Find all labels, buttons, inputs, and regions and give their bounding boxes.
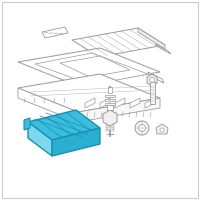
- Polygon shape: [100, 98, 110, 108]
- Polygon shape: [42, 27, 68, 38]
- Polygon shape: [28, 122, 52, 156]
- Circle shape: [109, 86, 111, 88]
- Polygon shape: [105, 95, 115, 97]
- Polygon shape: [18, 74, 160, 112]
- Polygon shape: [103, 110, 117, 126]
- Polygon shape: [72, 28, 165, 57]
- Polygon shape: [106, 129, 114, 131]
- Circle shape: [138, 124, 146, 132]
- Polygon shape: [106, 127, 114, 129]
- Polygon shape: [145, 98, 155, 108]
- Polygon shape: [147, 74, 157, 86]
- Circle shape: [150, 77, 154, 82]
- Polygon shape: [28, 110, 100, 140]
- Polygon shape: [18, 48, 160, 86]
- Polygon shape: [24, 118, 30, 130]
- Polygon shape: [85, 98, 95, 108]
- Polygon shape: [78, 98, 160, 122]
- Polygon shape: [107, 105, 113, 110]
- Polygon shape: [155, 44, 171, 54]
- Polygon shape: [60, 56, 130, 77]
- Polygon shape: [156, 124, 168, 134]
- Polygon shape: [106, 120, 114, 122]
- Polygon shape: [138, 28, 165, 49]
- Polygon shape: [106, 122, 114, 124]
- Polygon shape: [52, 128, 100, 156]
- Polygon shape: [18, 88, 78, 122]
- Polygon shape: [115, 98, 125, 108]
- Polygon shape: [108, 87, 112, 93]
- Circle shape: [135, 121, 149, 135]
- Bar: [150, 82, 154, 104]
- Polygon shape: [106, 118, 114, 120]
- Polygon shape: [35, 53, 148, 85]
- Polygon shape: [148, 72, 164, 83]
- Polygon shape: [106, 125, 114, 127]
- Polygon shape: [105, 103, 115, 105]
- Polygon shape: [130, 98, 140, 108]
- Circle shape: [160, 128, 164, 132]
- Polygon shape: [105, 99, 115, 101]
